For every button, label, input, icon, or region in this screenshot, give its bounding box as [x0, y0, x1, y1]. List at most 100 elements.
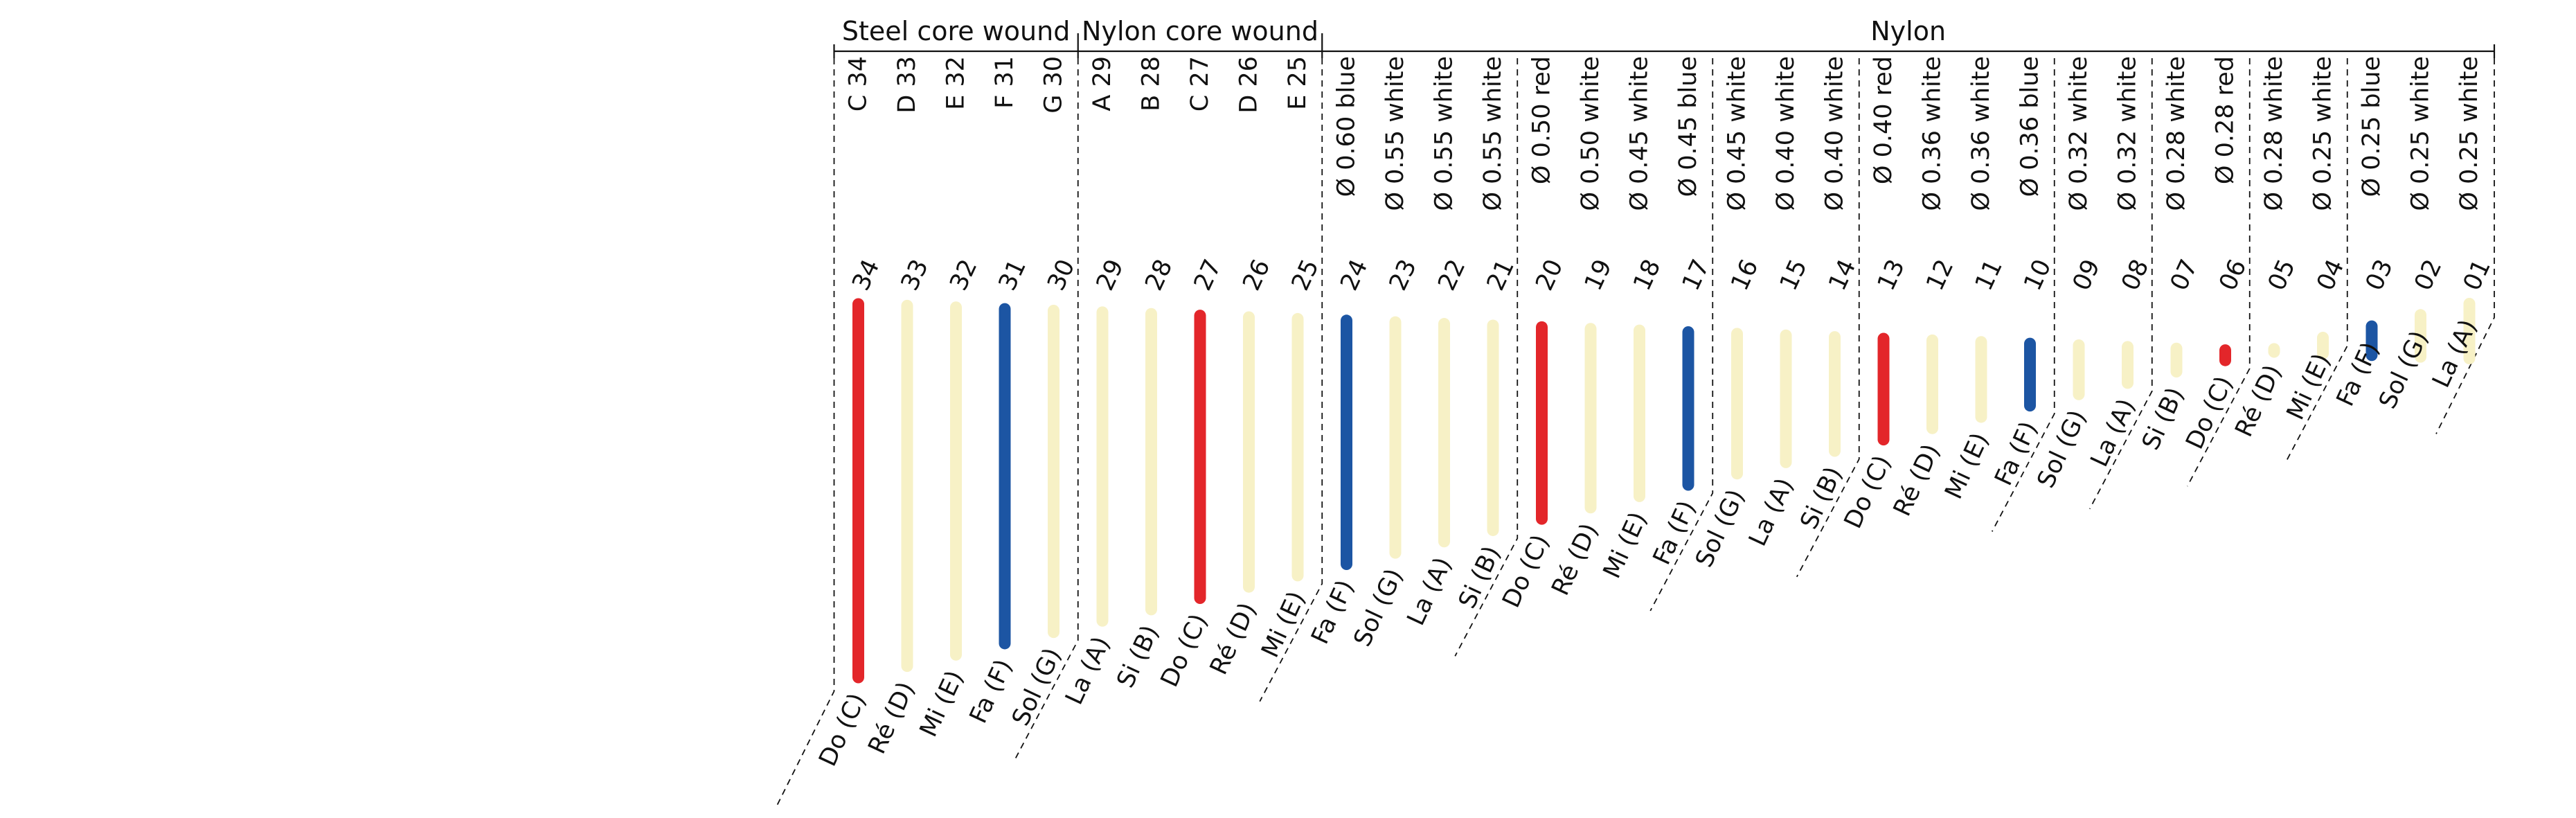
- note-label: Mi (E): [1940, 429, 1994, 504]
- note-label: Do (C): [1156, 610, 1213, 691]
- string-spec: Ø 0.36 white: [1967, 56, 1995, 211]
- note-label: Mi (E): [915, 666, 969, 741]
- string-number: 29: [1091, 256, 1129, 295]
- string-number: 01: [2458, 256, 2496, 295]
- note-label: Sol (G): [2032, 406, 2093, 492]
- note-label: Si (B): [1112, 621, 1165, 692]
- note-label: La (A): [2086, 395, 2141, 472]
- string-number: 14: [1823, 256, 1861, 295]
- string-number: 28: [1140, 256, 1178, 295]
- note-label: La (A): [1060, 632, 1116, 709]
- strings: [852, 297, 2476, 684]
- dashed-divider: [1991, 58, 2055, 532]
- group-dividers: [775, 58, 2495, 808]
- string-spec: Ø 0.50 red: [1528, 56, 1556, 184]
- string-number: 27: [1189, 256, 1227, 295]
- string-spec: Ø 0.55 white: [1431, 56, 1458, 211]
- string-number: 21: [1482, 256, 1520, 295]
- note-labels: Do (C)Ré (D)Mi (E)Fa (F)Sol (G)La (A)Si …: [814, 315, 2483, 770]
- string-spec: Ø 0.25 white: [2407, 56, 2435, 211]
- string-spec: Ø 0.55 white: [1479, 56, 1507, 211]
- note-label: Ré (D): [1205, 598, 1262, 679]
- dashed-divider: [1649, 58, 1714, 612]
- note-label: Ré (D): [864, 678, 921, 758]
- string-number: 32: [945, 256, 983, 295]
- string-number: 23: [1384, 256, 1422, 295]
- note-label: Ré (D): [1547, 519, 1604, 600]
- string-spec: D 33: [893, 56, 921, 114]
- string-spec: Ø 0.25 white: [2456, 56, 2483, 211]
- note-label: Sol (G): [1349, 564, 1409, 651]
- string-number: 12: [1921, 256, 1959, 295]
- dashed-divider: [1796, 58, 1860, 578]
- note-label: Do (C): [1839, 452, 1897, 533]
- string-number: 06: [2214, 256, 2252, 295]
- string-number: 30: [1042, 256, 1080, 295]
- string-number: 09: [2068, 256, 2106, 295]
- string-number: 05: [2263, 256, 2301, 295]
- string-spec: Ø 0.25 blue: [2358, 56, 2386, 197]
- string-spec: G 30: [1040, 56, 1068, 114]
- dashed-divider: [1259, 58, 1323, 702]
- note-label: La (A): [1402, 553, 1458, 630]
- string-spec: C 27: [1186, 56, 1214, 112]
- string-number: 26: [1237, 256, 1276, 295]
- string-number: 24: [1335, 256, 1373, 295]
- dashed-divider: [1454, 58, 1519, 657]
- note-label: Do (C): [1497, 531, 1555, 612]
- group-brackets: [833, 33, 2496, 58]
- string-number: 20: [1530, 256, 1568, 295]
- dashed-divider: [2088, 58, 2153, 510]
- string-spec: B 28: [1138, 56, 1165, 112]
- string-spec: Ø 0.45 white: [1724, 56, 1751, 211]
- note-label: Do (C): [2181, 372, 2238, 454]
- string-number: 25: [1287, 256, 1325, 295]
- string-spec: A 29: [1089, 56, 1116, 112]
- string-number: 04: [2311, 256, 2350, 295]
- string-number: 08: [2116, 256, 2154, 295]
- group-header: Steel core wound: [842, 16, 1070, 46]
- string-spec: Ø 0.36 blue: [2016, 56, 2044, 197]
- string-number: 16: [1726, 256, 1764, 295]
- string-number: 19: [1580, 256, 1618, 295]
- string-spec: Ø 0.45 blue: [1674, 56, 1702, 197]
- string-spec: D 26: [1235, 56, 1263, 114]
- string-spec: Ø 0.32 white: [2065, 56, 2093, 211]
- note-label: Si (B): [1454, 542, 1506, 612]
- note-label: Si (B): [1796, 463, 1848, 533]
- string-spec: Ø 0.28 red: [2212, 56, 2239, 184]
- string-specs: C 34 D 33 E 32 F 31 G 30 A 29 B 28 C 27 D 26 E 25…: [845, 56, 2484, 211]
- string-spec: Ø 0.32 white: [2114, 56, 2142, 211]
- string-number: 02: [2409, 256, 2447, 295]
- string-number: 13: [1872, 256, 1911, 295]
- string-spec: C 34: [845, 56, 873, 112]
- string-number: 33: [896, 256, 934, 295]
- string-number: 31: [994, 256, 1032, 295]
- string-spec: Ø 0.40 white: [1821, 56, 1849, 211]
- dashed-divider: [2186, 58, 2251, 487]
- string-spec: Ø 0.36 white: [1919, 56, 1947, 211]
- string-number: 34: [847, 256, 885, 295]
- string-number: 15: [1775, 256, 1813, 295]
- group-header: Nylon: [1870, 16, 1946, 46]
- string-spec: E 25: [1284, 56, 1312, 110]
- string-number: 07: [2165, 256, 2203, 295]
- note-label: Ré (D): [1888, 440, 1946, 520]
- string-spec: F 31: [991, 56, 1019, 109]
- note-label: Sol (G): [2374, 327, 2434, 414]
- dashed-divider: [775, 58, 835, 808]
- string-number: 17: [1677, 256, 1715, 295]
- string-numbers: 34 33 32 31 30 29 28 27 26 25 24 23 22 21 20 19 18 17 16 15…: [847, 256, 2496, 295]
- string-number: 03: [2361, 256, 2399, 295]
- string-spec: Ø 0.50 white: [1577, 56, 1604, 211]
- string-spec: E 32: [942, 56, 970, 110]
- string-spec: Ø 0.28 white: [2163, 56, 2190, 211]
- string-number: 22: [1433, 256, 1471, 295]
- note-label: La (A): [1744, 474, 1799, 551]
- dashed-divider: [2435, 58, 2495, 434]
- string-spec: Ø 0.55 white: [1381, 56, 1409, 211]
- group-headers: Steel core wound Nylon core wound Nylon: [842, 16, 1946, 46]
- string-spec: Ø 0.40 red: [1870, 56, 1897, 184]
- string-spec: Ø 0.45 white: [1626, 56, 1654, 211]
- note-label: Do (C): [814, 689, 871, 771]
